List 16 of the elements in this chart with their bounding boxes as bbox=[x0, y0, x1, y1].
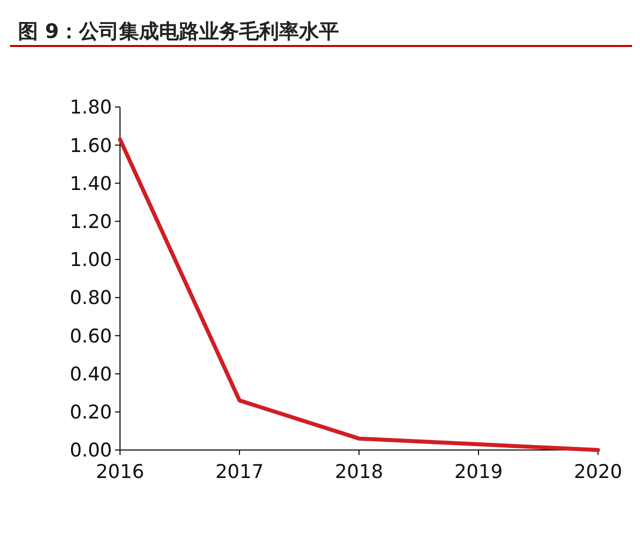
y-tick-label: 1.80 bbox=[70, 96, 112, 119]
y-tick-label: 1.20 bbox=[70, 210, 112, 233]
y-tick-label: 0.80 bbox=[70, 287, 112, 310]
x-tick-label: 2018 bbox=[334, 461, 384, 483]
y-tick-label: 0.60 bbox=[70, 325, 112, 348]
x-tick-label: 2020 bbox=[574, 461, 622, 483]
y-tick-label: 0.20 bbox=[70, 402, 112, 424]
x-tick-label: 2019 bbox=[454, 461, 503, 483]
y-tick-label: 0.00 bbox=[70, 440, 112, 462]
y-tick-label: 1.40 bbox=[70, 172, 112, 195]
y-tick-label: 0.40 bbox=[70, 363, 112, 386]
x-tick-label: 2016 bbox=[96, 461, 144, 483]
chart-title: 图 9：公司集成电路业务毛利率水平 bbox=[18, 19, 339, 43]
y-tick-label: 1.60 bbox=[70, 134, 112, 157]
x-tick-label: 2017 bbox=[215, 461, 264, 483]
y-tick-label: 1.00 bbox=[70, 249, 112, 272]
